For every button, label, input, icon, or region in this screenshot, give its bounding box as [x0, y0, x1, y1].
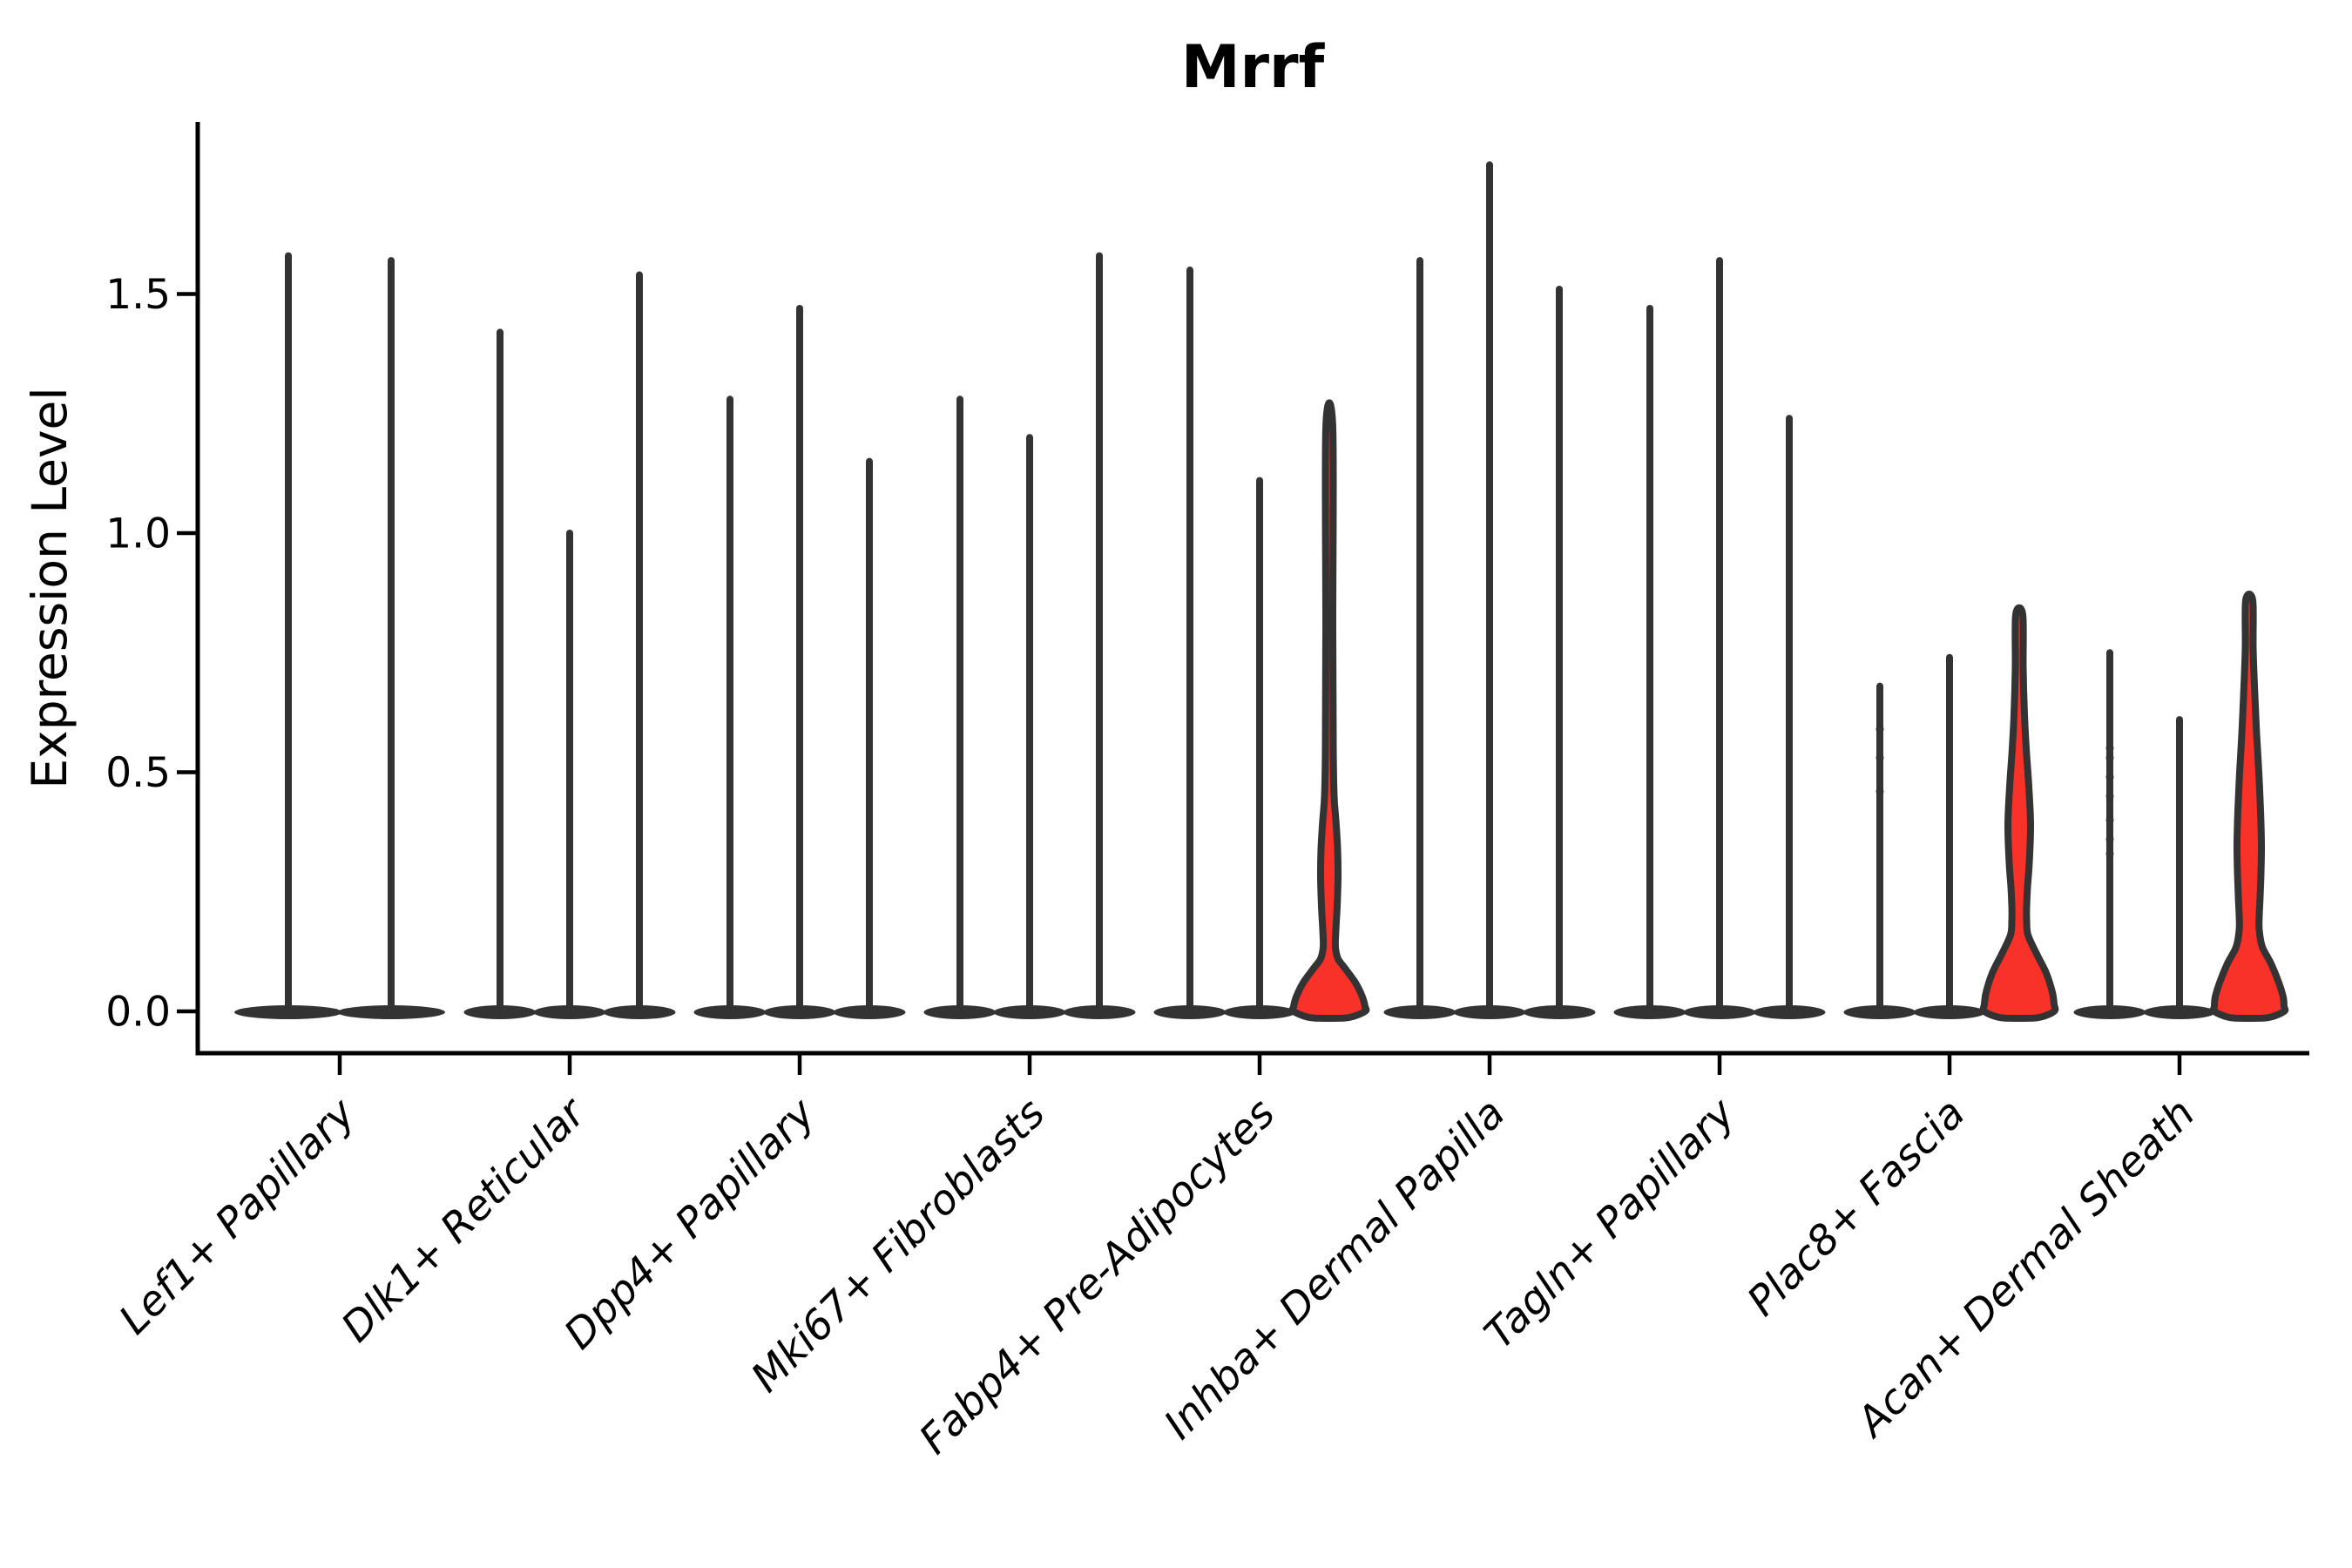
y-tick-label: 0.5	[105, 749, 171, 797]
x-tick-label: Dlk1+ Reticular	[333, 1088, 597, 1352]
data-point-dot	[2105, 773, 2114, 781]
data-point-dot	[2105, 744, 2114, 753]
x-tick-label: Tagln+ Papillary	[1476, 1089, 1746, 1359]
y-tick-label: 0.0	[105, 989, 171, 1037]
y-tick-label: 1.0	[105, 510, 171, 558]
highlight-violin-body	[1979, 604, 2059, 1023]
data-point-dot	[2105, 792, 2114, 801]
y-axis-label: Expression Level	[22, 387, 78, 788]
highlight-violin-body	[1288, 399, 1370, 1023]
data-point-dot	[2105, 754, 2114, 762]
highlight-violin-body	[2209, 591, 2289, 1023]
data-point-dot	[1876, 725, 1884, 733]
x-tick-label: Lef1+ Papillary	[110, 1089, 365, 1344]
data-point-dot	[2105, 815, 2114, 824]
chart-title: Mrrf	[1181, 33, 1326, 102]
y-tick-label: 1.5	[105, 271, 171, 319]
x-tick-label: Plac8+ Fascia	[1738, 1090, 1974, 1326]
data-point-dot	[2105, 849, 2114, 858]
data-point-dot	[1876, 754, 1884, 762]
data-point-dot	[2105, 835, 2114, 843]
data-point-dot	[1876, 787, 1884, 795]
x-tick-label: Dpp4+ Papillary	[555, 1089, 825, 1359]
